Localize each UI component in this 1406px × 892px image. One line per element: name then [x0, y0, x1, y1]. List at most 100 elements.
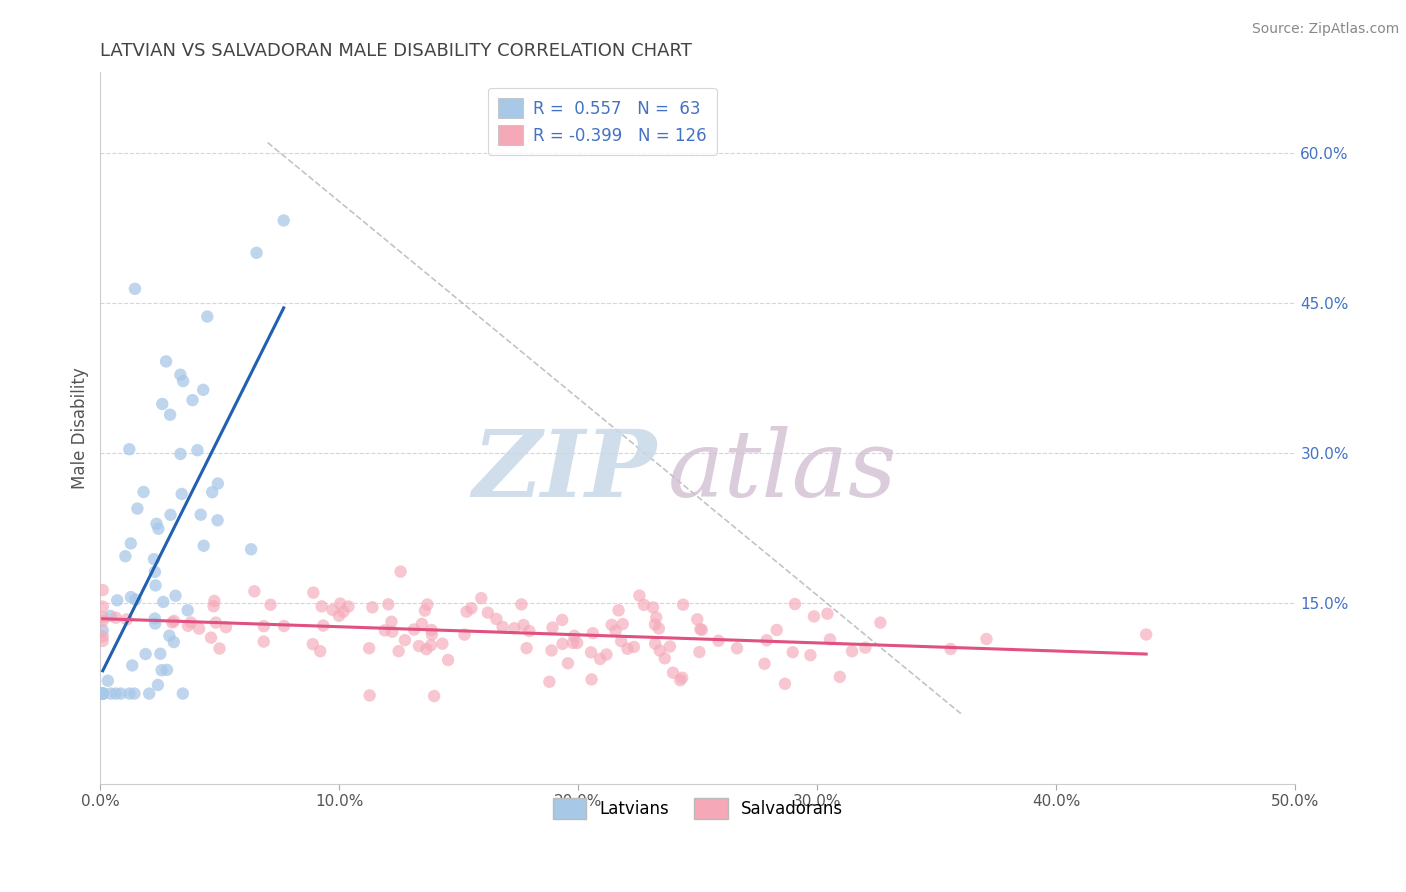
- Point: [328, 608, 350, 623]
- Point: [91, 687, 114, 701]
- Point: [138, 687, 160, 701]
- Point: [419, 638, 441, 652]
- Point: [309, 644, 332, 658]
- Point: [648, 643, 671, 657]
- Point: [1135, 627, 1157, 641]
- Point: [301, 637, 323, 651]
- Point: [207, 476, 229, 491]
- Point: [91, 687, 114, 701]
- Point: [671, 671, 693, 685]
- Point: [628, 589, 651, 603]
- Point: [783, 597, 806, 611]
- Point: [402, 623, 425, 637]
- Point: [557, 657, 579, 671]
- Point: [243, 584, 266, 599]
- Point: [565, 636, 588, 650]
- Point: [104, 687, 127, 701]
- Point: [689, 622, 711, 636]
- Point: [159, 408, 181, 422]
- Point: [600, 617, 623, 632]
- Text: atlas: atlas: [668, 425, 897, 516]
- Point: [582, 626, 605, 640]
- Point: [492, 620, 515, 634]
- Point: [259, 598, 281, 612]
- Point: [329, 597, 352, 611]
- Point: [152, 595, 174, 609]
- Point: [381, 624, 404, 639]
- Point: [169, 447, 191, 461]
- Text: Source: ZipAtlas.com: Source: ZipAtlas.com: [1251, 22, 1399, 37]
- Point: [633, 598, 655, 612]
- Point: [121, 658, 143, 673]
- Point: [581, 673, 603, 687]
- Point: [432, 637, 454, 651]
- Point: [512, 618, 534, 632]
- Point: [127, 501, 149, 516]
- Point: [132, 485, 155, 500]
- Point: [202, 594, 225, 608]
- Point: [105, 593, 128, 607]
- Point: [841, 644, 863, 658]
- Point: [672, 598, 695, 612]
- Point: [408, 639, 430, 653]
- Point: [181, 393, 204, 408]
- Point: [169, 368, 191, 382]
- Point: [91, 624, 114, 638]
- Point: [186, 443, 208, 458]
- Point: [205, 615, 228, 630]
- Point: [124, 282, 146, 296]
- Point: [688, 645, 710, 659]
- Point: [415, 642, 437, 657]
- Point: [470, 591, 492, 606]
- Point: [607, 603, 630, 617]
- Point: [91, 687, 114, 701]
- Point: [516, 641, 538, 656]
- Point: [648, 622, 671, 636]
- Point: [612, 617, 634, 632]
- Point: [110, 687, 132, 701]
- Point: [658, 640, 681, 654]
- Point: [311, 599, 333, 614]
- Point: [437, 653, 460, 667]
- Point: [645, 610, 668, 624]
- Point: [707, 633, 730, 648]
- Point: [374, 624, 396, 638]
- Point: [818, 632, 841, 647]
- Point: [172, 374, 194, 388]
- Point: [579, 645, 602, 659]
- Point: [143, 611, 166, 625]
- Point: [799, 648, 821, 663]
- Point: [641, 600, 664, 615]
- Point: [562, 636, 585, 650]
- Point: [690, 623, 713, 637]
- Point: [782, 645, 804, 659]
- Point: [595, 648, 617, 662]
- Point: [104, 611, 127, 625]
- Point: [359, 641, 381, 656]
- Point: [120, 590, 142, 604]
- Point: [273, 213, 295, 227]
- Point: [253, 619, 276, 633]
- Point: [202, 599, 225, 614]
- Point: [162, 615, 184, 630]
- Point: [163, 635, 186, 649]
- Point: [312, 618, 335, 632]
- Point: [176, 603, 198, 617]
- Point: [815, 607, 838, 621]
- Point: [380, 615, 402, 629]
- Y-axis label: Male Disability: Male Disability: [72, 368, 89, 489]
- Point: [413, 604, 436, 618]
- Point: [616, 641, 638, 656]
- Point: [540, 643, 562, 657]
- Point: [159, 508, 181, 522]
- Point: [644, 617, 666, 632]
- Point: [245, 245, 267, 260]
- Point: [332, 605, 354, 619]
- Point: [541, 621, 564, 635]
- Point: [120, 536, 142, 550]
- Point: [170, 487, 193, 501]
- Point: [180, 615, 202, 630]
- Point: [240, 542, 263, 557]
- Point: [135, 647, 157, 661]
- Point: [538, 674, 561, 689]
